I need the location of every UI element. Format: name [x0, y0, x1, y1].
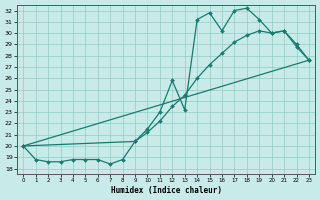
X-axis label: Humidex (Indice chaleur): Humidex (Indice chaleur) — [111, 186, 221, 195]
